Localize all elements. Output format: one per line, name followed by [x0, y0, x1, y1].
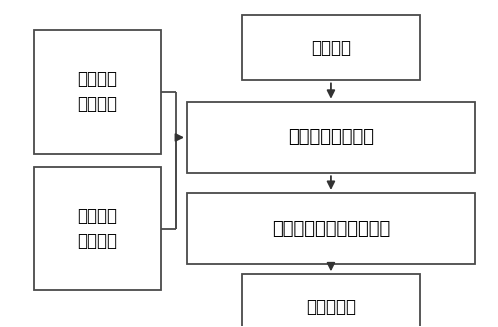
Text: 标准图像坐标映射: 标准图像坐标映射 [288, 129, 374, 146]
Bar [34, 30, 161, 154]
Text: 校正后图像像素信息计算: 校正后图像像素信息计算 [272, 220, 390, 238]
Bar [34, 167, 161, 290]
Text: 校正后图像: 校正后图像 [306, 298, 356, 316]
Bar [242, 15, 420, 80]
Bar [242, 274, 420, 327]
Text: 畸变校正
系数文件: 畸变校正 系数文件 [78, 70, 118, 113]
Bar [187, 193, 475, 265]
Bar [187, 102, 475, 173]
Text: 畸变图像: 畸变图像 [311, 39, 351, 57]
Text: 畸变校正
表格文件: 畸变校正 表格文件 [78, 207, 118, 250]
